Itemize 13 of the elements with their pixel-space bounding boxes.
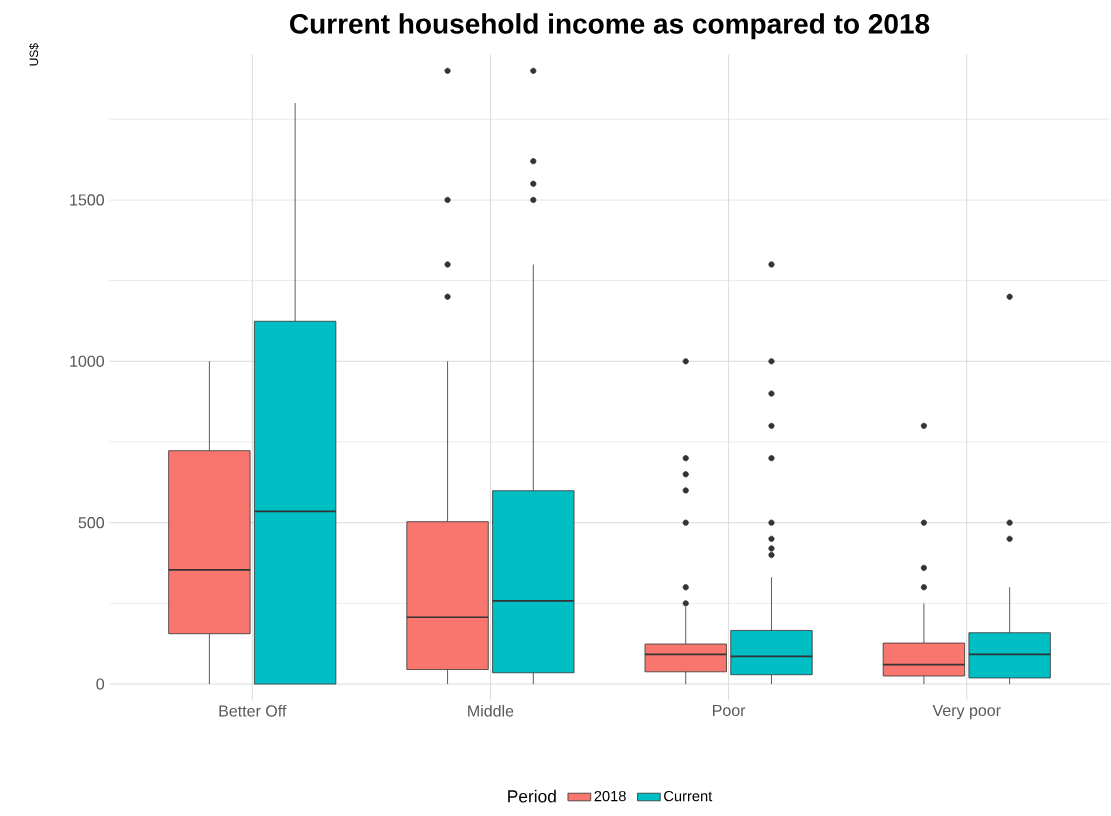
y-tick-label: 0 (96, 678, 105, 690)
y-tick-label: 1000 (70, 355, 105, 367)
y-tick-label: 500 (78, 516, 105, 529)
x-tick-label: Poor (713, 704, 746, 716)
chart-title: Current household income as compared to 2018 (290, 13, 930, 40)
y-tick-label: 1500 (70, 194, 105, 206)
legend-title: Period (508, 789, 556, 803)
legend-label: Current (664, 790, 713, 802)
x-tick-label: Very poor (932, 704, 1001, 720)
x-tick-label: Better Off (219, 704, 287, 717)
legend-label: 2018 (594, 790, 626, 802)
x-tick-label: Middle (468, 704, 514, 717)
y-axis-title: US$ (29, 43, 39, 66)
